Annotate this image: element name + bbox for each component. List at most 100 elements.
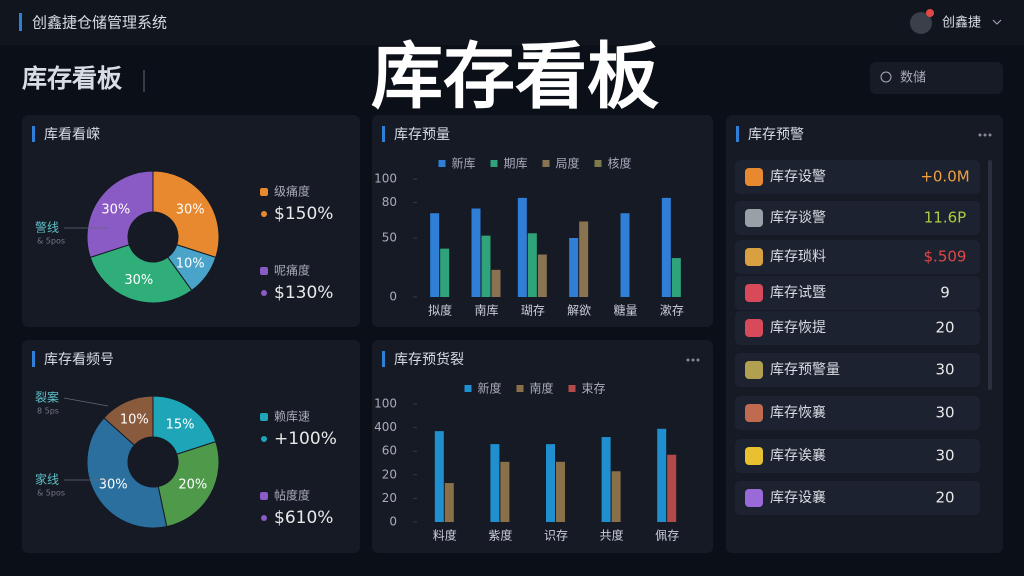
- alerts-title: 库存预警: [748, 127, 804, 143]
- alert-row[interactable]: [735, 276, 980, 310]
- alert-value: 30: [935, 404, 954, 422]
- legend-swatch: [542, 160, 550, 167]
- alert-name: 库存琐料: [770, 248, 826, 265]
- alert-name: 库存恢襄: [770, 405, 826, 421]
- pie-slice: [157, 440, 220, 528]
- alert-row[interactable]: [735, 160, 980, 194]
- more-icon[interactable]: [978, 133, 992, 137]
- bar: [500, 461, 510, 522]
- bar: [661, 197, 671, 297]
- more-icon[interactable]: [686, 358, 690, 362]
- bar: [546, 444, 555, 522]
- panel-title: 库存预量: [394, 127, 450, 143]
- legend-swatch: [260, 413, 268, 421]
- bar: [537, 254, 547, 297]
- bar: [527, 233, 537, 297]
- x-tick-label: 识存: [544, 529, 568, 543]
- alert-icon: [745, 319, 763, 337]
- annotation-note: & 5pos: [37, 237, 65, 246]
- legend-swatch: [438, 160, 446, 167]
- more-icon[interactable]: [691, 358, 695, 362]
- search-placeholder[interactable]: 数储: [900, 71, 926, 86]
- panel-title: 库存预货裂: [394, 351, 464, 368]
- bar: [481, 235, 491, 297]
- panel-accent: [32, 126, 35, 142]
- legend-swatch: [568, 385, 576, 392]
- alert-value: 20: [935, 319, 954, 337]
- y-tick-label: 60: [382, 444, 397, 458]
- alert-icon: [745, 404, 763, 422]
- alert-icon: [745, 361, 763, 379]
- slice-label: 15%: [166, 417, 195, 432]
- x-tick-label: 南库: [474, 303, 498, 318]
- slice-label: 10%: [120, 412, 149, 427]
- x-tick-label: 料度: [433, 528, 457, 543]
- alert-row[interactable]: [735, 396, 980, 430]
- alert-value: 30: [935, 447, 954, 465]
- legend-name: 赖库速: [274, 409, 310, 424]
- bar: [579, 221, 589, 297]
- legend-swatch: [260, 267, 268, 275]
- more-icon[interactable]: [696, 358, 700, 362]
- alert-row[interactable]: [735, 439, 980, 473]
- y-tick-label: 0: [389, 515, 397, 529]
- annotation-label: 家线: [35, 472, 59, 487]
- legend-name: 局度: [556, 156, 580, 171]
- pie-slice: [86, 417, 168, 529]
- search-box[interactable]: [870, 62, 1003, 94]
- pie-slice: [152, 395, 217, 455]
- chevron[interactable]: [992, 19, 1002, 25]
- slice-label: 30%: [124, 273, 153, 288]
- legend-swatch: [516, 385, 524, 392]
- y-tick-label: 80: [382, 195, 397, 209]
- alert-name: 库存预警量: [770, 362, 840, 378]
- header-bar: [0, 0, 1024, 45]
- y-tick-label: 20: [382, 467, 397, 481]
- legend-dot: [261, 515, 267, 521]
- alert-row[interactable]: [735, 311, 980, 345]
- bar: [556, 461, 565, 522]
- avatar[interactable]: [910, 12, 932, 34]
- y-tick-label: 50: [382, 231, 397, 245]
- panel-title: 库存看频号: [44, 352, 114, 368]
- x-tick-label: 糖量: [613, 303, 637, 318]
- page-title: 库存看板: [22, 64, 122, 93]
- alert-row[interactable]: [735, 240, 980, 274]
- header-accent: [19, 13, 22, 31]
- alert-icon: [745, 168, 763, 186]
- x-tick-label: 紫度: [488, 528, 512, 543]
- alert-icon: [745, 447, 763, 465]
- pie-slice: [86, 170, 154, 259]
- panel: [372, 340, 713, 553]
- alert-row[interactable]: [735, 353, 980, 387]
- bar: [430, 213, 440, 297]
- bar: [667, 454, 677, 522]
- slice-label: 20%: [178, 478, 207, 493]
- alert-name: 库存恢提: [770, 320, 826, 336]
- alert-row[interactable]: [735, 201, 980, 235]
- alert-name: 库存设警: [770, 169, 826, 185]
- scrollbar[interactable]: [988, 160, 992, 390]
- panel-title: 库看看嵘: [44, 127, 100, 143]
- alert-icon: [745, 209, 763, 227]
- legend-value: +100%: [274, 429, 337, 449]
- user-name[interactable]: 创鑫捷: [942, 15, 981, 31]
- bar: [490, 444, 500, 522]
- legend-value: $610%: [274, 508, 333, 528]
- legend-name: 新库: [452, 156, 476, 171]
- alert-name: 库存设襄: [770, 490, 826, 506]
- bar: [491, 269, 501, 297]
- alert-icon: [745, 284, 763, 302]
- legend-name: 级痛度: [274, 184, 310, 199]
- slice-label: 30%: [101, 202, 130, 217]
- y-tick-label: 100: [374, 172, 397, 186]
- bar: [611, 471, 621, 522]
- annotation-label: 裂案: [35, 390, 59, 405]
- bar: [444, 483, 454, 522]
- legend-name: 束存: [582, 382, 606, 396]
- alert-name: 库存诶襄: [770, 448, 826, 464]
- legend-value: $150%: [274, 204, 333, 224]
- slice-label: 10%: [176, 257, 205, 272]
- alert-row[interactable]: [735, 481, 980, 515]
